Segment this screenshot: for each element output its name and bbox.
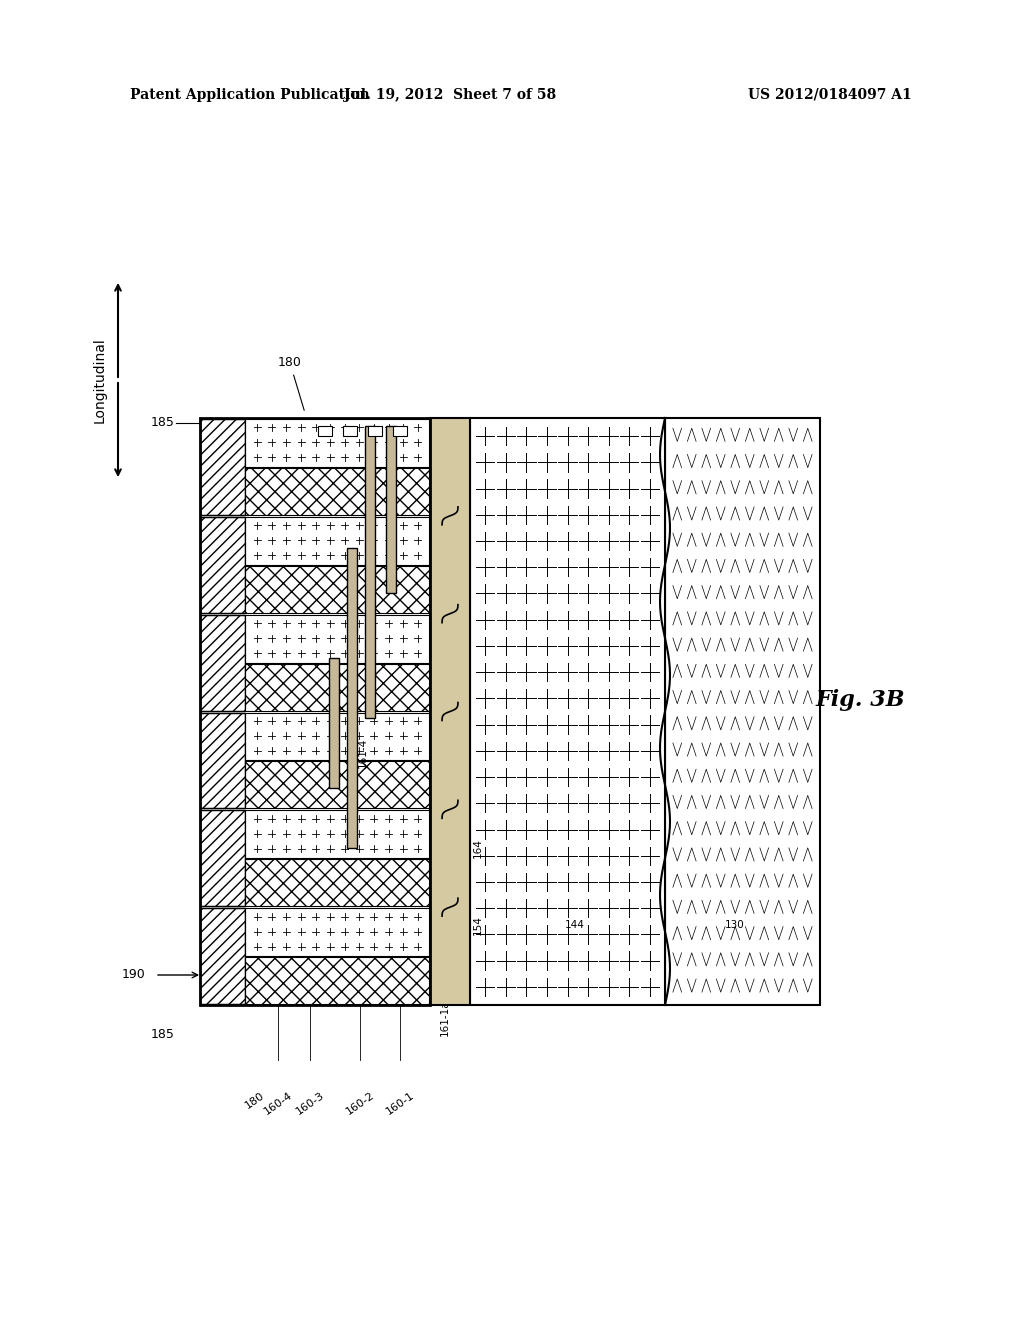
Bar [245,762,430,808]
Text: 160-4: 160-4 [262,1090,294,1117]
Bar [200,517,245,612]
Text: US 2012/0184097 A1: US 2012/0184097 A1 [749,88,912,102]
Bar [365,426,375,718]
Bar [470,418,665,1005]
Bar [200,810,245,906]
Text: 161-3a: 161-3a [440,780,450,816]
Bar [200,713,245,808]
Text: Fig. 3B: Fig. 3B [815,689,905,711]
Bar [200,615,245,710]
Text: 161-2a: 161-2a [440,890,450,927]
Text: 161-3b: 161-3b [445,719,455,756]
Text: 164: 164 [473,838,483,858]
Text: 154: 154 [473,915,483,935]
Text: 160-3: 160-3 [294,1090,326,1117]
Bar [200,908,245,1005]
Bar [245,762,430,808]
Text: Patent Application Publication: Patent Application Publication [130,88,370,102]
Bar [245,664,430,710]
Bar [200,713,245,808]
Text: Jul. 19, 2012  Sheet 7 of 58: Jul. 19, 2012 Sheet 7 of 58 [344,88,556,102]
Bar [245,859,430,906]
Text: 161-4: 161-4 [358,738,368,768]
Text: 180: 180 [244,1090,266,1110]
Text: 144: 144 [565,920,585,931]
Text: 161-1b: 161-1b [445,479,455,516]
Text: 190: 190 [121,969,145,982]
Text: 130: 130 [725,920,744,931]
Bar [318,426,332,436]
Bar [245,566,430,612]
Bar [245,859,430,906]
Bar [245,957,430,1005]
Bar [347,548,357,847]
Bar [245,713,430,760]
Bar [430,418,470,1005]
Bar [245,957,430,1005]
Bar [200,418,245,515]
Text: 185: 185 [152,1028,175,1041]
Text: 185: 185 [152,417,175,429]
Bar [245,418,430,467]
Bar [245,908,430,956]
Bar [665,418,820,1005]
Bar [386,426,396,593]
Bar [200,517,245,612]
Bar [245,615,430,663]
Text: 161-2b: 161-2b [445,599,455,636]
Bar [245,467,430,515]
Text: 180: 180 [279,356,304,411]
Bar [245,664,430,710]
Bar [200,615,245,710]
Text: Longitudinal: Longitudinal [93,337,106,422]
Bar [393,426,407,436]
Bar [343,426,357,436]
Bar [200,810,245,906]
Bar [368,426,382,436]
Text: 160-1: 160-1 [384,1090,416,1117]
Text: 160-2: 160-2 [344,1090,376,1117]
Bar [200,908,245,1005]
Bar [200,418,430,1005]
Bar [245,517,430,565]
Text: 161-1a: 161-1a [440,999,450,1036]
Bar [200,418,245,515]
Bar [245,566,430,612]
Bar [245,810,430,858]
Bar [245,467,430,515]
Bar [329,657,339,788]
